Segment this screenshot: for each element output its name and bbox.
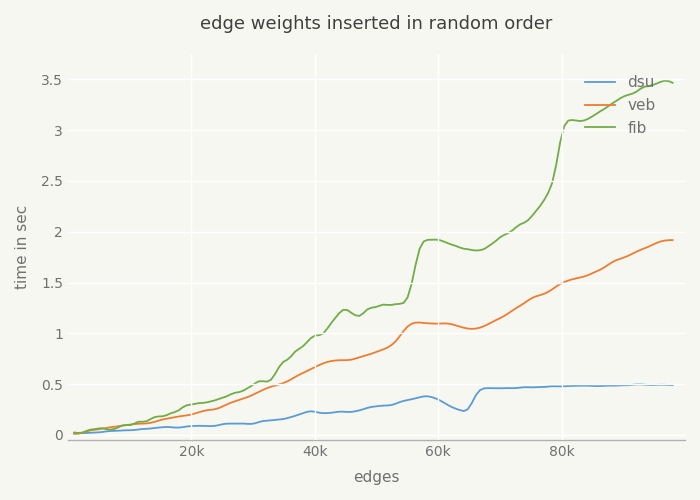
dsu [387, 402, 395, 408]
fib [568, 117, 576, 123]
Line: dsu: dsu [74, 384, 673, 433]
dsu [488, 385, 496, 391]
fib [387, 302, 395, 308]
X-axis label: edges: edges [354, 470, 400, 485]
fib [488, 241, 496, 247]
dsu [311, 409, 319, 415]
Legend: dsu, veb, fib: dsu, veb, fib [578, 70, 661, 142]
fib [412, 262, 420, 268]
Line: veb: veb [74, 240, 673, 434]
dsu [271, 417, 279, 423]
veb [484, 322, 492, 328]
veb [384, 344, 392, 350]
dsu [568, 383, 576, 389]
dsu [70, 430, 78, 436]
Y-axis label: time in sec: time in sec [15, 205, 30, 289]
fib [271, 371, 279, 377]
dsu [78, 430, 86, 436]
dsu [636, 382, 645, 388]
Title: edge weights inserted in random order: edge weights inserted in random order [200, 15, 553, 33]
dsu [668, 382, 677, 388]
veb [407, 321, 416, 327]
veb [668, 237, 677, 243]
fib [660, 78, 668, 84]
veb [267, 384, 275, 390]
fib [311, 332, 319, 338]
fib [74, 430, 83, 436]
veb [564, 278, 573, 283]
fib [668, 80, 677, 86]
dsu [412, 396, 420, 402]
fib [70, 430, 78, 436]
Line: fib: fib [74, 80, 673, 433]
veb [307, 366, 315, 372]
veb [70, 432, 78, 438]
